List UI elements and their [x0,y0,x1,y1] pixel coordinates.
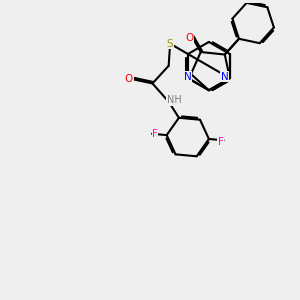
Text: O: O [125,74,133,84]
Text: F: F [218,137,224,147]
Text: N: N [220,72,228,82]
Text: N: N [184,72,192,82]
Text: S: S [167,39,173,49]
Text: O: O [186,33,194,43]
Text: N: N [184,75,192,85]
Text: NH: NH [167,95,181,105]
Text: F: F [152,129,158,139]
